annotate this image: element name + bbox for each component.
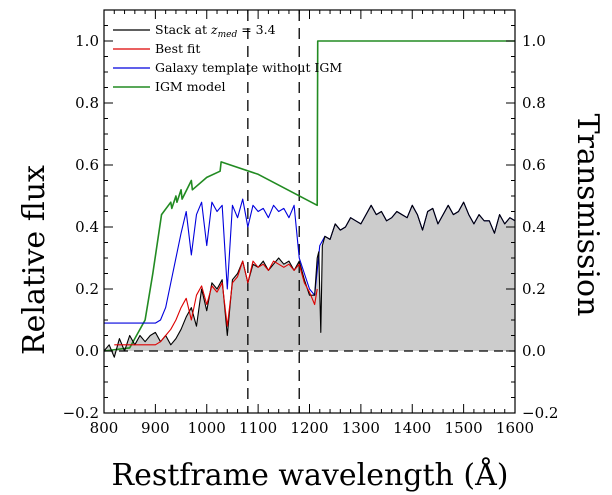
y2-tick-label: 0.2 [522,280,546,298]
y-tick-label: 0.0 [75,342,99,360]
legend-entry-best-fit: Best fit [113,41,200,56]
y2-tick-label: −0.2 [522,404,558,422]
x-tick-label: 900 [141,419,170,437]
y-tick-label: 0.8 [75,94,99,112]
y2-tick-label: 0.6 [522,156,546,174]
plot-area [104,10,515,413]
legend-entry-stack: Stack at zmed = 3.4 [113,22,276,40]
y-tick-label: 0.2 [75,280,99,298]
y-tick-label: 0.4 [75,218,99,236]
stack-fill-area [104,202,515,358]
x-axis-label: Restframe wavelength (Å) [112,457,509,493]
legend-label: Galaxy template without IGM [155,60,342,75]
x-tick-label: 1200 [290,419,328,437]
legend-entry-galaxy-template: Galaxy template without IGM [113,60,342,75]
x-tick-label: 1100 [239,419,277,437]
y-tick-label: −0.2 [63,404,99,422]
x-tick-label: 1300 [342,419,380,437]
y-axis-label: Relative flux [17,165,52,355]
x-tick-label: 1500 [445,419,483,437]
legend-label: Best fit [155,41,200,56]
stack-series-line [104,201,515,358]
y2-axis-label: Transmission [570,114,605,317]
best-fit-series-line [114,260,318,346]
legend-label: Stack at zmed = 3.4 [155,22,276,40]
legend-label: IGM model [155,79,225,94]
y2-tick-label: 1.0 [522,32,546,50]
igm-model-series-line [104,40,515,352]
x-tick-label: 1600 [496,419,534,437]
plot-clip-group [104,10,515,413]
x-tick-label: 1400 [393,419,431,437]
legend-entry-igm-model: IGM model [113,79,225,94]
axes: 800 900 1000 1100 1200 1300 1400 1500 1600−0.20.… [63,9,558,437]
y2-tick-label: 0.0 [522,342,546,360]
x-tick-label: 1000 [188,419,226,437]
y-tick-label: 1.0 [75,32,99,50]
x-tick-label: 800 [90,419,119,437]
y2-tick-label: 0.8 [522,94,546,112]
y-tick-label: 0.6 [75,156,99,174]
y2-tick-label: 0.4 [522,218,546,236]
